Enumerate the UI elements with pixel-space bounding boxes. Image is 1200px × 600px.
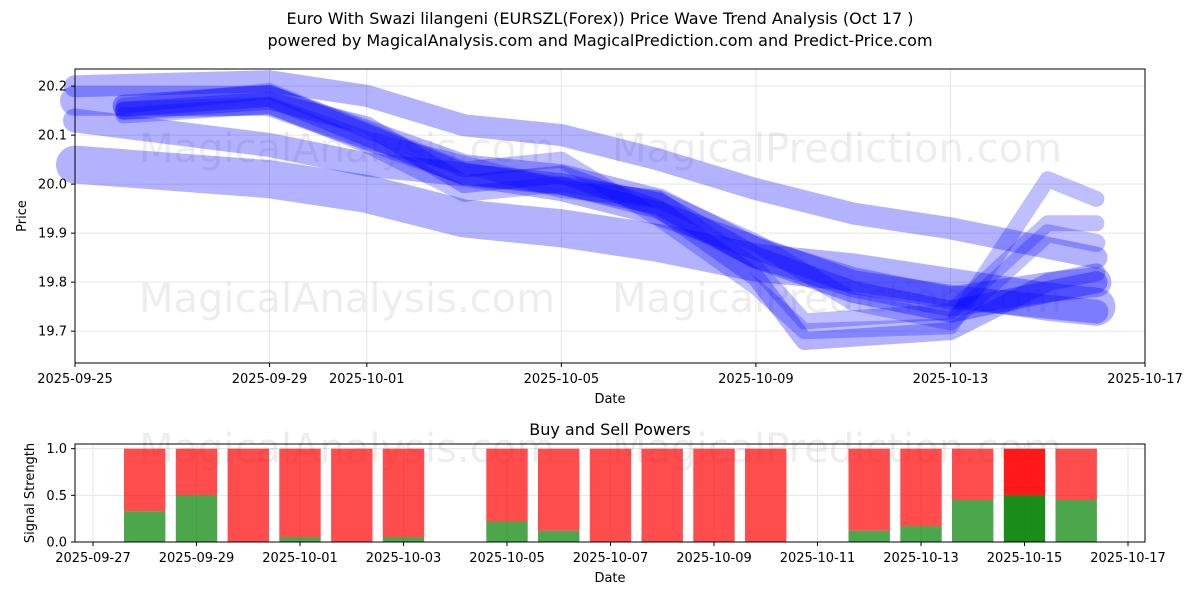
price-y-tick-label: 19.7: [38, 325, 67, 340]
powers-title: Buy and Sell Powers: [529, 420, 691, 439]
sell-bar: [486, 448, 528, 522]
price-x-tick-label: 2025-10-05: [524, 372, 600, 387]
sell-bar: [175, 448, 218, 496]
wave-line-wave-7: [115, 97, 1105, 330]
watermark-text: MagicalAnalysis.com: [139, 276, 555, 322]
powers-x-tick-label: 2025-10-09: [676, 551, 752, 566]
wave-line-wave-2: [63, 108, 1109, 324]
powers-x-tick-label: 2025-10-15: [987, 551, 1063, 566]
powers-x-tick-label: 2025-10-05: [469, 551, 545, 566]
price-x-tick-label: 2025-09-29: [232, 372, 308, 387]
buy-bar: [1055, 500, 1097, 542]
watermark-text: MagicalPrediction.com: [612, 276, 1062, 322]
wave-line-wave-8: [115, 83, 1105, 340]
buy-bar: [848, 530, 890, 542]
price-watermarks: MagicalAnalysis.com MagicalPrediction.co…: [139, 126, 1062, 322]
price-x-tick-label: 2025-10-09: [718, 372, 794, 387]
sell-bar: [538, 448, 580, 531]
wave-line-wave-1: [64, 70, 1108, 269]
powers-y-label: Signal Strength: [23, 443, 38, 543]
sell-bar: [279, 448, 321, 538]
price-x-tick-label: 2025-10-13: [913, 372, 989, 387]
price-y-tick-label: 20.0: [38, 178, 67, 193]
buy-bar: [175, 495, 218, 542]
sell-bar: [900, 448, 942, 527]
powers-x-tick-label: 2025-10-03: [366, 551, 442, 566]
sell-bar: [952, 448, 994, 500]
sell-bar: [124, 448, 166, 512]
sell-bar: [382, 448, 425, 538]
powers-bars: [124, 448, 1097, 542]
powers-x-label: Date: [594, 571, 625, 586]
sell-bar: [1055, 448, 1097, 500]
wave-line-wave-3: [56, 145, 1116, 326]
price-x-label: Date: [594, 392, 625, 407]
buy-bar: [952, 500, 994, 542]
sell-bar: [331, 448, 373, 542]
powers-x-tick-label: 2025-09-27: [55, 551, 131, 566]
sell-bar: [1003, 448, 1046, 496]
sell-bar: [745, 448, 787, 542]
price-y-tick-label: 20.2: [38, 80, 67, 95]
sell-bar: [641, 448, 683, 542]
powers-ticks: 2025-09-27 2025-09-29 2025-10-01 2025-10-03…: [46, 442, 1165, 566]
price-y-tick-label: 20.1: [38, 129, 67, 144]
price-axes-frame: [74, 68, 1146, 364]
chart-subtitle: powered by MagicalAnalysis.com and Magic…: [267, 31, 933, 50]
watermark-text: MagicalPrediction.com: [612, 126, 1062, 172]
sell-bar: [227, 448, 269, 542]
powers-x-tick-label: 2025-10-01: [262, 551, 338, 566]
watermark-text: MagicalAnalysis.com: [139, 126, 555, 172]
price-y-label: Price: [15, 200, 30, 232]
buy-bar: [900, 526, 942, 542]
buy-bar: [1003, 495, 1046, 542]
powers-x-tick-label: 2025-10-17: [1090, 551, 1166, 566]
sell-bar: [693, 448, 735, 542]
buy-bar: [486, 521, 528, 542]
price-x-tick-label: 2025-10-01: [329, 372, 405, 387]
price-x-tick-label: 2025-09-25: [37, 372, 113, 387]
wave-line-wave-4: [60, 85, 1112, 317]
sell-bar: [848, 448, 890, 531]
price-waves: [56, 70, 1116, 350]
powers-x-tick-label: 2025-10-07: [573, 551, 649, 566]
buy-bar: [382, 537, 425, 542]
sell-bar: [589, 448, 632, 542]
buy-bar: [538, 530, 580, 542]
powers-y-tick-label: 0.0: [46, 536, 67, 551]
powers-y-tick-label: 1.0: [46, 442, 67, 457]
wave-line-wave-9: [114, 96, 1106, 331]
buy-bar: [279, 537, 321, 542]
price-ticks: 2025-09-25 2025-09-29 2025-10-01 2025-10-05…: [37, 80, 1183, 387]
price-y-tick-label: 19.9: [38, 227, 67, 242]
price-x-tick-label: 2025-10-17: [1107, 372, 1183, 387]
powers-x-tick-label: 2025-10-11: [780, 551, 856, 566]
powers-y-tick-label: 0.5: [46, 489, 67, 504]
powers-x-tick-label: 2025-10-13: [883, 551, 959, 566]
price-y-tick-label: 19.8: [38, 276, 67, 291]
wave-line-wave-5: [112, 84, 1108, 323]
powers-x-tick-label: 2025-09-29: [159, 551, 235, 566]
buy-bar: [124, 511, 166, 542]
wave-line-wave-6: [114, 91, 1106, 350]
chart-title: Euro With Swazi lilangeni (EURSZL(Forex)…: [286, 9, 914, 28]
